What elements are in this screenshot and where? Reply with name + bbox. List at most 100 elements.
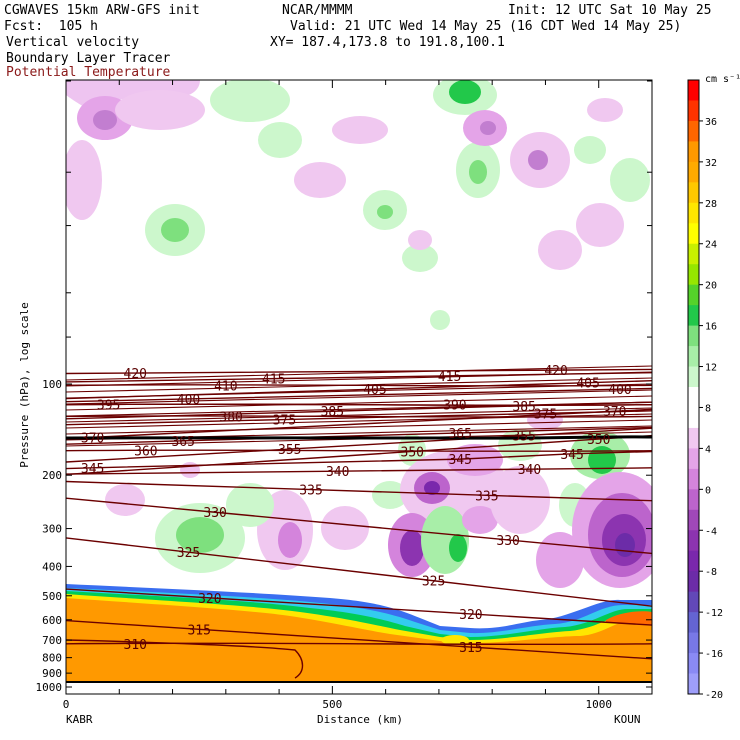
w-positive-region (430, 310, 450, 330)
theta-contour-line (66, 415, 652, 418)
w-negative-region (294, 162, 346, 198)
theta-contour-label: 375 (273, 414, 296, 429)
theta-contour-line (66, 480, 652, 502)
theta-contour-label: 325 (422, 575, 445, 590)
colorbar-label: 32 (705, 158, 717, 169)
theta-contour-label: 350 (587, 433, 610, 448)
colorbar-swatch (688, 468, 699, 490)
theta-contour-label: 325 (177, 546, 200, 561)
theta-contour-label: 360 (134, 445, 157, 460)
w-positive-region (449, 80, 481, 104)
w-positive-region (210, 80, 290, 122)
colorbar-label: 36 (705, 117, 717, 128)
theta-contour-label: 410 (214, 379, 237, 394)
colorbar-swatch (688, 223, 699, 245)
field-label-potential-temperature: Potential Temperature (6, 65, 171, 80)
theta-contour-label: 415 (262, 373, 285, 388)
theta-contour-line (66, 537, 652, 607)
colorbar-swatch (688, 448, 699, 470)
colorbar-swatch (688, 141, 699, 163)
w-negative-region (587, 98, 623, 122)
colorbar-swatch (688, 591, 699, 613)
x-tick-label: 500 (322, 698, 342, 711)
colorbar-label: 0 (705, 485, 711, 496)
theta-contour-label: 420 (124, 367, 147, 382)
theta-contour-label: 330 (203, 506, 226, 521)
w-negative-region (576, 203, 624, 247)
w-negative-region (332, 116, 388, 144)
theta-contour-line (66, 427, 652, 463)
colorbar-frame (687, 79, 700, 695)
theta-contour-line (66, 619, 652, 660)
w-positive-region (574, 136, 606, 164)
theta-contour-line (66, 467, 652, 475)
below-ground (66, 683, 652, 694)
w-positive-region (610, 158, 650, 202)
theta-contour-label: 310 (124, 638, 147, 653)
y-tick-label: 600 (42, 614, 62, 627)
lower-boundary (66, 681, 652, 683)
colorbar-swatch (688, 387, 699, 408)
colorbar-swatch (688, 120, 699, 142)
w-negative-region (321, 506, 369, 550)
theta-contour-label: 405 (363, 383, 386, 398)
theta-contour-line (66, 497, 652, 555)
colorbar-swatch (688, 100, 699, 122)
theta-contour-label: 340 (326, 465, 349, 480)
colorbar-units: cm s⁻¹ (705, 74, 740, 85)
colorbar-label: -16 (705, 649, 723, 660)
tracer-pocket (441, 635, 469, 645)
plot-frame (65, 79, 653, 695)
w-positive-region (377, 205, 393, 219)
colorbar-label: -8 (705, 567, 717, 578)
w-negative-region (408, 230, 432, 250)
x-tick-label: 0 (63, 698, 70, 711)
x-tick-label: 1000 (585, 698, 612, 711)
colorbar-swatch (688, 80, 699, 101)
colorbar-swatch (688, 632, 699, 654)
colorbar-label: 12 (705, 363, 717, 374)
colorbar-swatch (688, 243, 699, 265)
y-tick-label: 800 (42, 652, 62, 665)
w-positive-region (449, 534, 467, 562)
theta-contour-line (66, 449, 652, 452)
w-negative-region (93, 110, 117, 130)
w-positive-region (372, 481, 408, 509)
field-label-vertical-velocity: Vertical velocity (6, 35, 140, 50)
theta-contour-line (66, 642, 652, 646)
colorbar-swatch (688, 550, 699, 572)
w-negative-region (615, 533, 635, 557)
w-negative-region (424, 481, 440, 495)
theta-contour-line (66, 588, 652, 626)
y-tick-label: 100 (42, 378, 62, 391)
colorbar-swatch (688, 325, 699, 347)
colorbar-swatch (688, 509, 699, 531)
colorbar-label: -4 (705, 526, 717, 537)
y-tick-label: 400 (42, 560, 62, 573)
theta-contour-label: 415 (438, 370, 461, 385)
tracer-core-red (606, 611, 652, 625)
colorbar-label: 8 (705, 403, 711, 414)
boundary-layer-tracer (66, 584, 652, 694)
y-tick-label: 300 (42, 523, 62, 536)
theta-contour-label: 355 (278, 443, 301, 458)
field-label-boundary-layer-tracer: Boundary Layer Tracer (6, 51, 171, 66)
model-title: CGWAVES 15km ARW-GFS init (4, 3, 200, 18)
w-negative-region (490, 466, 550, 534)
colorbar-label: 28 (705, 199, 717, 210)
theta-contour-label: 420 (544, 364, 567, 379)
theta-contour-label: 370 (603, 405, 626, 420)
theta-contour-label: 375 (534, 407, 557, 422)
theta-contour-label: 385 (321, 405, 344, 420)
right-endpoint-label: KOUN (614, 713, 641, 726)
colorbar-label: 16 (705, 322, 717, 333)
theta-contour-label: 315 (187, 623, 210, 638)
theta-contour-label: 345 (448, 453, 471, 468)
w-positive-region (226, 483, 274, 527)
w-positive-region (402, 244, 438, 272)
x-axis-label: Distance (km) (317, 713, 403, 726)
colorbar-swatch (688, 305, 699, 327)
theta-contour-line (66, 387, 652, 403)
